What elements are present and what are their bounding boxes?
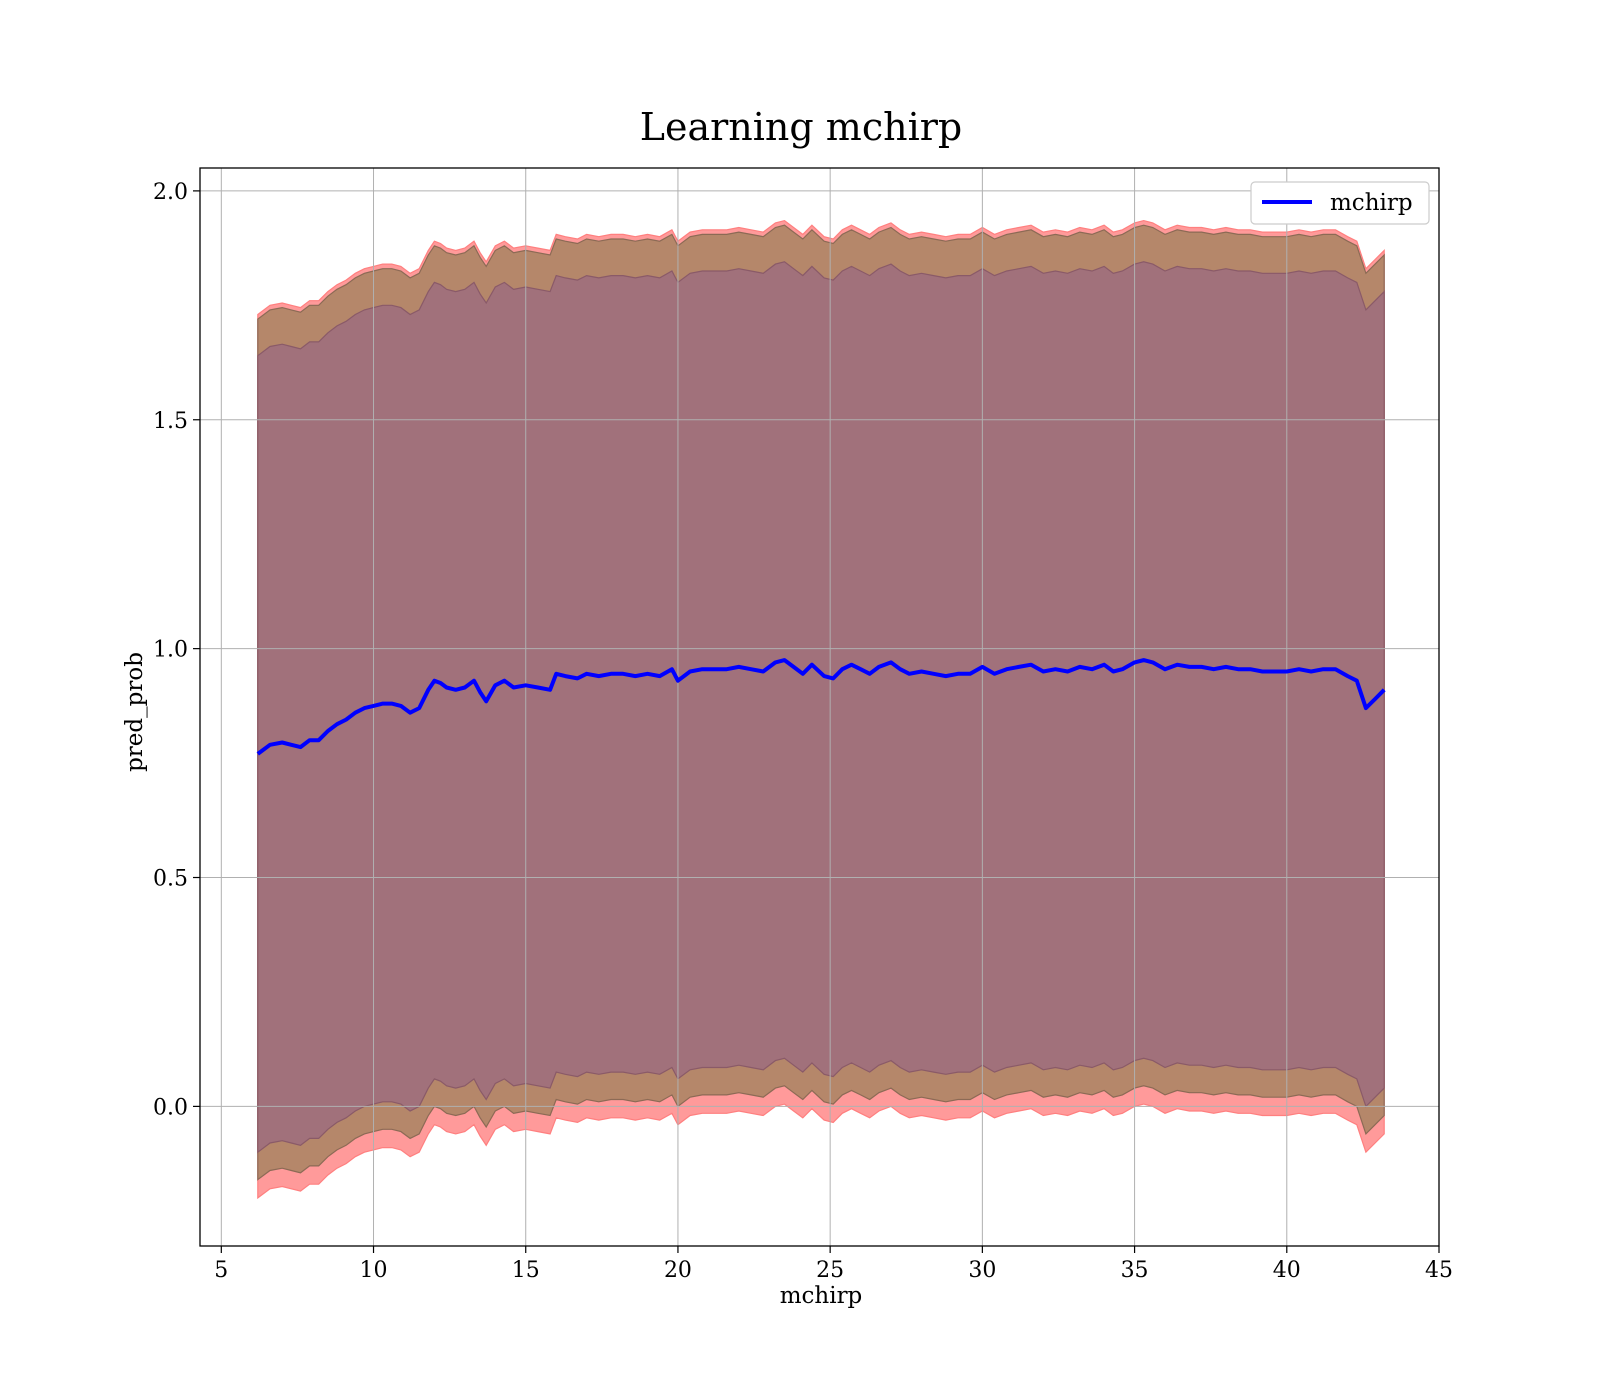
x-tick-label: 15 xyxy=(512,1258,540,1283)
x-tick-label: 35 xyxy=(1121,1258,1149,1283)
x-tick-label: 10 xyxy=(360,1258,388,1283)
band-inner xyxy=(257,261,1385,1154)
x-tick-label: 20 xyxy=(664,1258,692,1283)
y-tick-label: 1.5 xyxy=(153,409,188,434)
legend-label: mchirp xyxy=(1330,190,1413,216)
x-tick-label: 5 xyxy=(214,1258,228,1283)
y-axis-ticks: 0.0 0.5 1.0 1.5 2.0 xyxy=(153,180,200,1120)
y-tick-label: 1.0 xyxy=(153,638,188,663)
legend: mchirp xyxy=(1250,181,1430,225)
confidence-bands xyxy=(257,219,1385,1200)
chart-title: Learning mchirp xyxy=(640,105,962,149)
y-axis-label: pred_prob xyxy=(122,652,148,772)
x-axis-label: mchirp xyxy=(780,1283,863,1309)
x-tick-label: 45 xyxy=(1425,1258,1453,1283)
x-axis-ticks: 5 10 15 20 25 30 35 40 45 xyxy=(214,1246,1453,1283)
x-tick-label: 40 xyxy=(1273,1258,1301,1283)
x-tick-label: 30 xyxy=(968,1258,996,1283)
x-tick-label: 25 xyxy=(816,1258,844,1283)
plot-frame xyxy=(199,167,1440,1247)
y-tick-label: 0.0 xyxy=(153,1095,188,1120)
series-line-mchirp xyxy=(256,658,1386,756)
legend-box xyxy=(1250,181,1430,225)
series-line-layer xyxy=(256,658,1386,756)
y-tick-label: 2.0 xyxy=(153,180,188,205)
y-tick-label: 0.5 xyxy=(153,867,188,892)
